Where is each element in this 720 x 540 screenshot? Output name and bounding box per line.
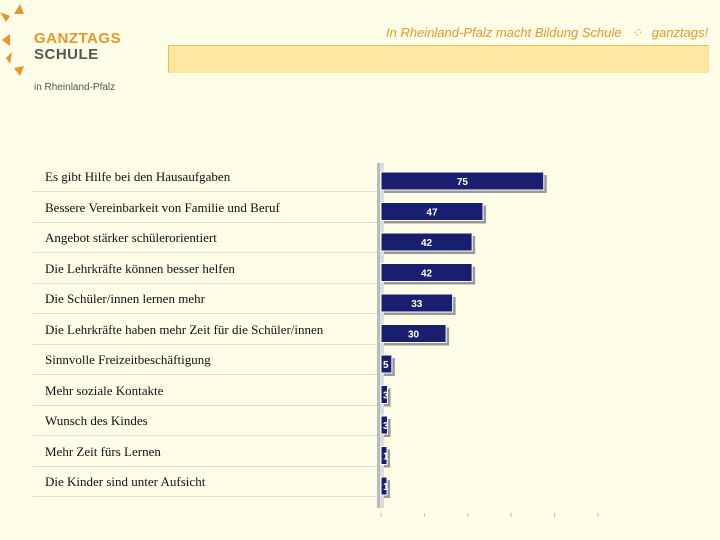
category-label: Mehr Zeit fürs Lernen (45, 443, 161, 459)
bar-value-label: 42 (421, 238, 433, 249)
bar-value-label: 1 (383, 452, 389, 463)
category-row: Sinnvolle Freizeitbeschäftigung (33, 346, 383, 375)
slogan-suffix: ganztags! (651, 25, 709, 40)
category-row: Mehr soziale Kontakte (33, 377, 383, 406)
sun-logo-icon (0, 4, 24, 76)
category-row: Angebot stärker schülerorientiert (33, 224, 383, 253)
category-label: Die Schüler/innen lernen mehr (45, 291, 205, 306)
category-label: Sinnvolle Freizeitbeschäftigung (45, 352, 211, 367)
bar-value-label: 30 (408, 330, 420, 341)
bar-value-label: 42 (421, 269, 433, 280)
logo-subtitle: in Rheinland-Pfalz (34, 82, 116, 93)
category-label: Es gibt Hilfe bei den Hausaufgaben (45, 169, 231, 184)
bar (380, 354, 393, 374)
slogan: In Rheinland-Pfalz macht Bildung Schule … (386, 25, 708, 41)
logo-line2: SCHULE (34, 46, 99, 63)
category-label: Mehr soziale Kontakte (45, 382, 164, 398)
category-label: Die Kinder sind unter Aufsicht (45, 474, 206, 489)
bar (380, 202, 484, 221)
header-band (168, 45, 709, 73)
bar (380, 293, 454, 313)
category-row: Die Lehrkräfte haben mehr Zeit für die S… (33, 316, 383, 345)
bar (380, 446, 388, 465)
sun-spinner-icon: ⁘ (631, 25, 643, 40)
logo-line1: GANZTAGS (34, 30, 122, 47)
bar (380, 324, 447, 343)
bar-value-label: 47 (426, 208, 438, 219)
category-row: Die Schüler/innen lernen mehr (33, 285, 383, 314)
category-row: Die Kinder sind unter Aufsicht (33, 468, 383, 497)
y-axis-line (377, 163, 380, 508)
category-row: Wunsch des Kindes (33, 407, 383, 436)
bar (380, 385, 389, 404)
bar (380, 415, 389, 435)
category-row: Mehr Zeit fürs Lernen (33, 438, 383, 467)
category-label: Die Lehrkräfte haben mehr Zeit für die S… (45, 321, 324, 337)
bar-value-label: 1 (383, 482, 389, 493)
bar (380, 476, 388, 496)
bar-value-label: 3 (383, 391, 389, 402)
bar (380, 171, 545, 191)
bar-value-label: 33 (411, 299, 423, 310)
category-label: Wunsch des Kindes (45, 413, 148, 428)
category-row: Die Lehrkräfte können besser helfen (33, 255, 383, 284)
slogan-text: In Rheinland-Pfalz macht Bildung Schule (386, 25, 622, 40)
bar-value-label: 5 (383, 360, 389, 371)
bar (380, 232, 473, 252)
logo: GANZTAGS SCHULE in Rheinland-Pfalz (0, 0, 130, 100)
category-label: Angebot stärker schülerorientiert (45, 230, 217, 245)
bar-value-label: 75 (457, 177, 469, 188)
bar-value-label: 3 (383, 421, 389, 432)
category-label: Bessere Vereinbarkeit von Familie und Be… (45, 199, 280, 215)
category-row: Es gibt Hilfe bei den Hausaufgaben (33, 163, 383, 192)
category-row: Bessere Vereinbarkeit von Familie und Be… (33, 194, 383, 223)
bar (380, 263, 473, 282)
category-label: Die Lehrkräfte können besser helfen (45, 260, 235, 276)
chart-labels: Es gibt Hilfe bei den Hausaufgaben Besser… (33, 163, 623, 523)
